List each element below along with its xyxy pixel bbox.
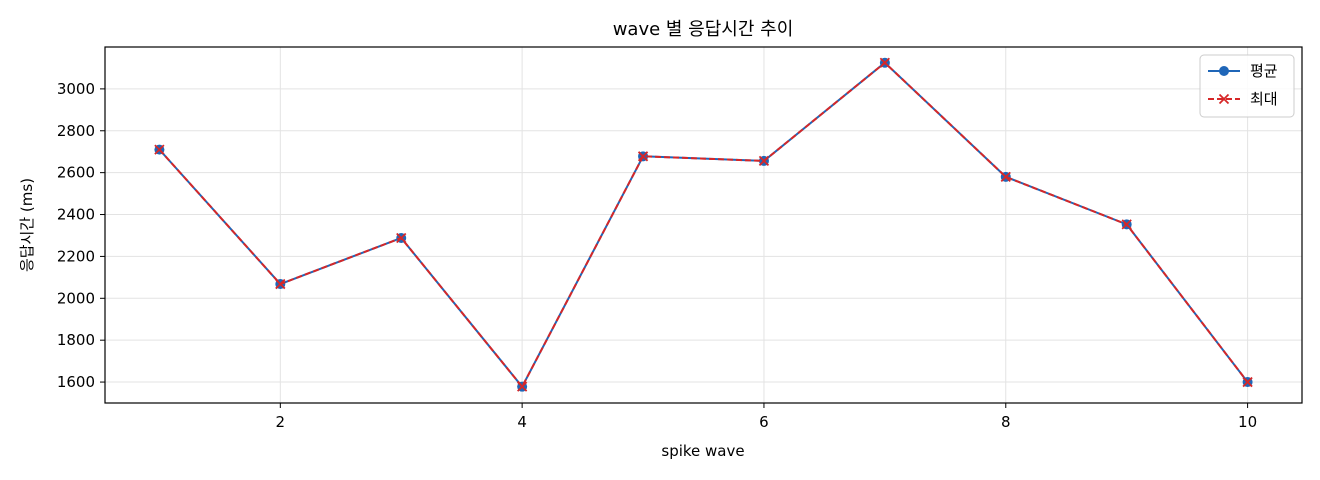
series-2-point [879, 57, 891, 68]
legend-box [1199, 54, 1295, 118]
series-2-point-stroke [637, 151, 649, 162]
x-tick-label: 4 [517, 413, 527, 431]
series-2-point-stroke [758, 155, 770, 167]
y-axis-label: 응답시간 (ms) [18, 178, 36, 272]
series-1-line [158, 61, 1249, 388]
series-2-point-stroke [879, 57, 891, 68]
legend-label-1: 평균 [1250, 62, 1278, 80]
x-tick-label: 10 [1238, 413, 1257, 431]
series-2-point-stroke [1000, 171, 1011, 182]
series-1 [154, 57, 1253, 392]
series-2-line [158, 61, 1249, 388]
series-2-point [396, 232, 407, 244]
series-2-point [154, 144, 165, 155]
x-tick-label: 6 [759, 413, 769, 431]
legend-label-2: 최대 [1250, 90, 1278, 108]
series-2-point [1000, 171, 1011, 182]
y-tick-label: 2600 [57, 164, 95, 182]
y-tick-label: 2400 [57, 206, 95, 224]
chart-title: wave 별 응답시간 추이 [613, 19, 794, 40]
legend-marker-2 [1218, 93, 1230, 105]
series-2-point [637, 151, 649, 162]
series-layer [154, 57, 1253, 392]
legend-marker-2-stroke [1218, 93, 1230, 105]
series-2-point [758, 155, 770, 167]
series-2 [154, 57, 1253, 392]
series-2-point [1242, 376, 1253, 388]
series-2-point-stroke [516, 381, 528, 392]
y-tick-label: 3000 [57, 80, 95, 98]
y-tick-label: 1800 [57, 331, 95, 349]
legend-marker-1 [1219, 66, 1229, 76]
y-tick-label: 2000 [57, 289, 95, 307]
x-tick-label: 2 [276, 413, 286, 431]
x-axis-label: spike wave [661, 442, 744, 460]
y-tick-label: 2800 [57, 122, 95, 140]
series-2-point-stroke [1242, 376, 1253, 388]
series-2-point-stroke [396, 232, 407, 244]
series-2-point-stroke [275, 278, 286, 290]
x-tick-label: 8 [1001, 413, 1011, 431]
y-tick-label: 2200 [57, 247, 95, 265]
series-2-point-stroke [1121, 219, 1132, 230]
plot-frame [104, 46, 1303, 404]
series-2-point [1121, 219, 1132, 230]
series-2-point [275, 278, 286, 290]
y-tick-label: 1600 [57, 373, 95, 391]
series-2-point-stroke [154, 144, 165, 155]
series-2-point [516, 381, 528, 392]
ticks-layer: 2 4 6 8 10 1600 1800 2000 2200 2400 2600 2800 3000 [57, 80, 1257, 431]
